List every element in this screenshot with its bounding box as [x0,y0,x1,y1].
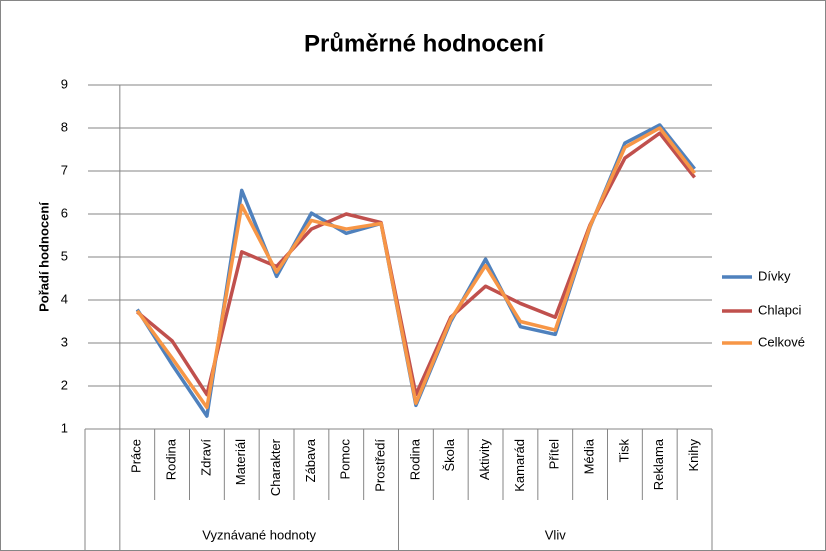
x-tick-label: Zdraví [198,439,213,476]
x-tick-label: Rodina [164,438,179,480]
chart-title: Průměrné hodnocení [304,30,545,57]
x-tick-label: Aktivity [477,439,492,481]
x-tick-label: Prostředí [373,439,388,492]
y-tick-label: 1 [61,420,68,435]
x-tick-label: Materiál [233,439,248,485]
group-label: Vliv [545,527,566,542]
x-tick-label: Média [582,438,597,474]
legend-label: Chlapci [758,302,801,317]
y-tick-label: 3 [61,334,68,349]
x-tick-label: Reklama [651,438,666,490]
y-axis-label: Pořadí hodnocení [36,202,51,312]
legend-label: Celkové [758,334,805,349]
legend-label: Dívky [758,268,791,283]
y-tick-label: 6 [61,205,68,220]
y-tick-label: 8 [61,119,68,134]
series-line [135,126,696,410]
y-tick-label: 9 [61,76,68,91]
x-tick-label: Škola [442,438,457,471]
x-tick-label: Přítel [547,439,562,469]
y-tick-label: 5 [61,248,68,263]
group-label: Vyznávané hodnoty [202,527,316,542]
x-tick-label: Tisk [616,439,631,463]
x-tick-label: Charakter [268,438,283,496]
x-tick-label: Práce [129,439,144,473]
y-tick-label: 7 [61,162,68,177]
y-tick-label: 4 [61,291,68,306]
y-tick-label: 2 [61,377,68,392]
x-tick-label: Zábava [303,438,318,482]
x-tick-label: Knihy [686,439,701,472]
x-tick-label: Pomoc [338,439,353,480]
x-tick-label: Rodina [407,438,422,480]
x-tick-label: Kamarád [512,439,527,492]
